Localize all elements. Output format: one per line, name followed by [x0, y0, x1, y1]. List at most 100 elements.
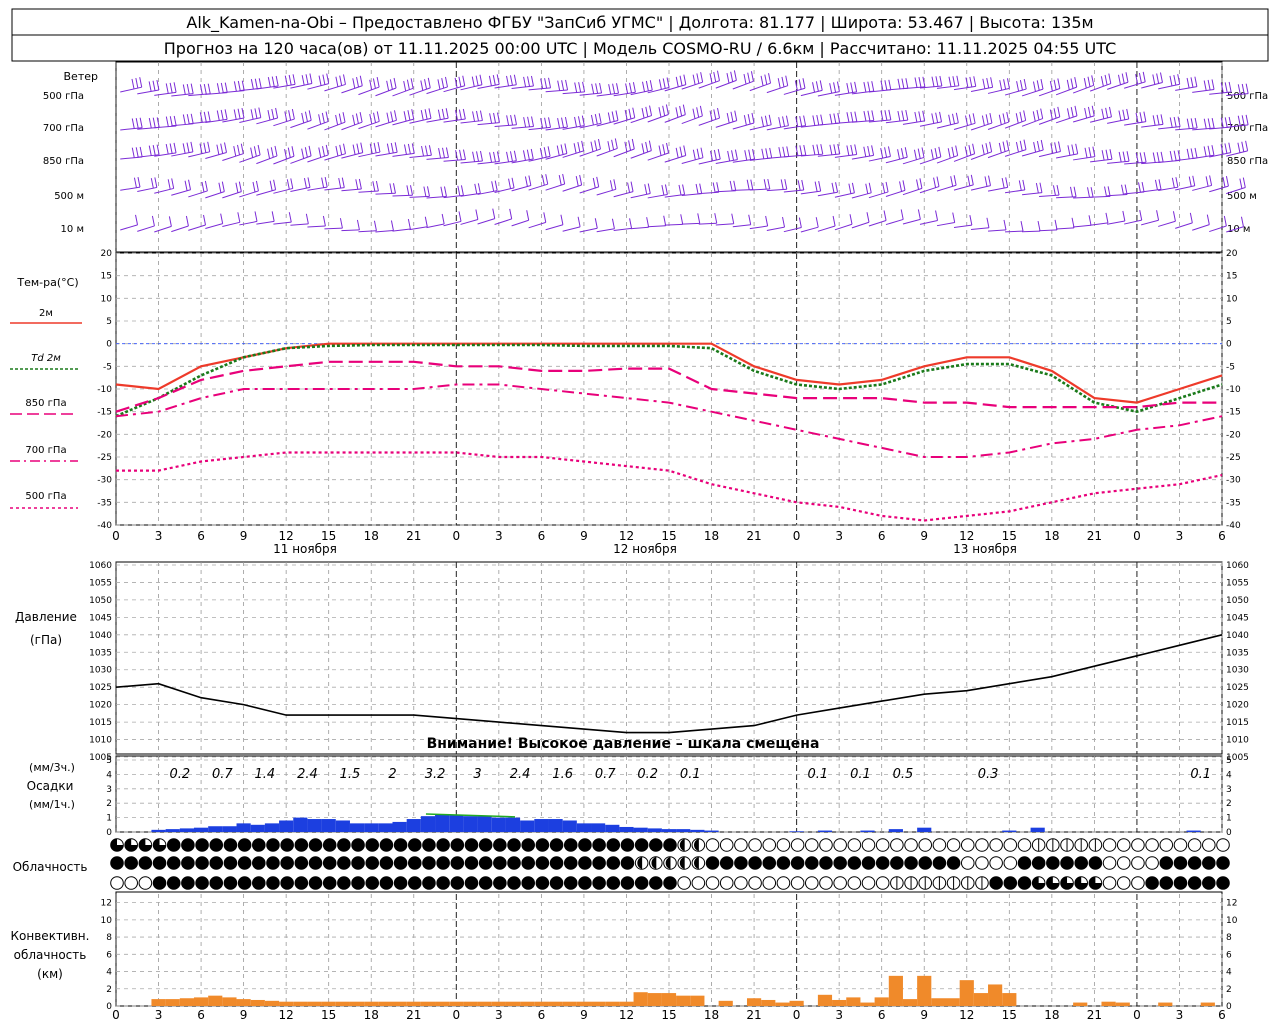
pressure-tick-right: 1005	[1226, 753, 1249, 763]
wind-barb-flag	[462, 149, 466, 160]
wind-barb-shaft	[732, 80, 754, 90]
cloud-symbol-circle	[407, 856, 422, 870]
cloud-symbol-circle	[578, 876, 592, 890]
precip-unit-1h: (мм/1ч.)	[29, 798, 75, 811]
wind-barb-flag	[815, 217, 819, 228]
wind-barb	[222, 212, 241, 228]
wind-barb-flag	[257, 144, 261, 156]
wind-barb	[698, 107, 721, 126]
wind-level-right-500hpa: 500 гПа	[1227, 91, 1268, 102]
cloud-cover-symbol	[223, 856, 238, 870]
wind-barb-flag	[372, 78, 376, 89]
temp-tick-right: 5	[1226, 317, 1232, 327]
cloud-cover-symbol	[1088, 856, 1103, 870]
wind-barb	[171, 83, 194, 97]
wind-barb-flag	[1022, 179, 1026, 191]
wind-barb-shaft	[1107, 220, 1125, 225]
wind-barb	[443, 149, 466, 162]
conv-tick-left: 6	[106, 950, 112, 960]
cloud-cover-symbol	[351, 856, 365, 870]
temp-tick-right: -35	[1226, 498, 1241, 508]
cloud-symbol-circle	[1102, 876, 1117, 890]
wind-barb-flag	[868, 182, 872, 193]
wind-barb-shaft	[936, 222, 955, 227]
wind-barb-flag	[818, 181, 822, 192]
wind-barb	[970, 217, 990, 230]
wind-barb-flag	[675, 147, 679, 158]
wind-barb	[273, 74, 296, 89]
wind-barb-flag	[628, 140, 632, 151]
wind-barb	[222, 80, 245, 94]
wind-barb	[1124, 152, 1147, 165]
wind-barb-flag	[1177, 74, 1181, 85]
cloud-cover-symbol	[266, 876, 280, 890]
wind-barb-flag	[458, 76, 462, 87]
wind-barb	[766, 75, 789, 94]
wind-barb	[613, 138, 635, 158]
wind-barb-flag	[438, 148, 442, 159]
wind-barb-flag	[1143, 111, 1147, 122]
wind-barb-flag	[866, 212, 870, 223]
wind-barb-flag	[885, 181, 889, 193]
wind-barb-flag	[224, 142, 227, 153]
wind-barb	[1055, 105, 1078, 124]
wind-barb-flag	[1084, 147, 1088, 158]
wind-barb-flag	[377, 141, 381, 153]
wind-barb-flag	[255, 180, 259, 192]
cloud-symbol-circle	[209, 876, 224, 890]
wind-barb-shaft	[324, 227, 343, 230]
wind-barb-flag	[441, 213, 445, 225]
wind-barb-flag	[544, 78, 548, 89]
wind-barb-flag	[799, 145, 803, 156]
wind-barb-shaft	[1158, 186, 1178, 192]
wind-barb-flag	[369, 79, 373, 90]
wind-barb	[1005, 220, 1024, 233]
cloud-cover-symbol	[1145, 856, 1159, 870]
wind-barb-flag	[1023, 110, 1027, 121]
wind-barb	[1158, 74, 1181, 90]
hour-label: 18	[1044, 529, 1059, 543]
wind-barb-flag	[777, 78, 781, 89]
wind-barb-flag	[905, 78, 909, 89]
cloud-symbol-circle	[861, 876, 876, 890]
convective-bar	[222, 997, 237, 1006]
wind-barb-flag	[1222, 177, 1226, 188]
cloud-symbol-circle	[833, 838, 847, 852]
wind-barb-flag	[1172, 211, 1176, 222]
cloud-cover-symbol	[875, 876, 890, 890]
wind-barb-flag	[931, 76, 935, 87]
precip-bar	[349, 823, 365, 832]
wind-barb-flag	[663, 215, 667, 226]
cloud-symbol-circle	[620, 856, 635, 870]
wind-barb-flag	[235, 182, 239, 193]
cloud-cover-symbol	[322, 876, 337, 890]
wind-barb-flag	[956, 75, 960, 86]
wind-barb-flag	[812, 115, 816, 126]
temperature-lines	[115, 342, 1223, 522]
wind-barb	[783, 78, 806, 95]
wind-barb-flag	[491, 181, 495, 192]
cloud-symbol-circle	[804, 838, 819, 852]
wind-barb-flag	[376, 76, 380, 88]
wind-barb-flag	[1057, 141, 1061, 152]
wind-barb-flag	[955, 145, 959, 156]
cloud-symbol-circle	[1116, 856, 1131, 870]
wind-barb-flag	[441, 78, 445, 89]
cloud-cover-symbol	[563, 876, 578, 890]
cloud-cover-symbol	[195, 876, 209, 890]
wind-barb-flag	[781, 76, 785, 88]
wind-barb-flag	[216, 83, 220, 94]
wind-barb-shaft	[545, 89, 568, 93]
wind-barb	[545, 79, 569, 93]
wind-barb-flag	[935, 76, 939, 87]
cloud-cover-symbol	[393, 876, 408, 890]
wind-barb	[409, 77, 431, 96]
wind-barb-shaft	[1175, 127, 1198, 131]
precip-bar	[591, 823, 606, 832]
wind-barb	[1107, 108, 1130, 124]
wind-barb-flag	[1040, 108, 1044, 119]
wind-barb-shaft	[630, 193, 651, 199]
precip-bar	[647, 828, 662, 832]
cloud-cover-symbol	[634, 838, 649, 852]
wind-barb	[1004, 78, 1027, 96]
